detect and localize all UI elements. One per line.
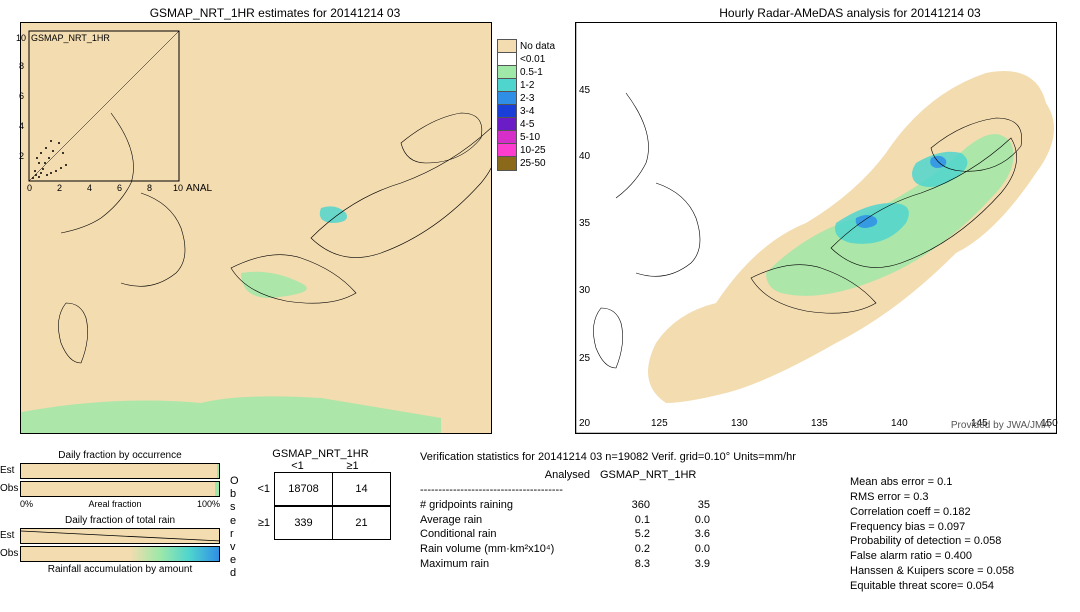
it2: 4 (87, 183, 92, 193)
inset-label: GSMAP_NRT_1HR (31, 33, 110, 43)
ity2: 4 (19, 121, 24, 131)
verif-header: Verification statistics for 20141214 03 … (420, 450, 796, 465)
it3: 6 (117, 183, 122, 193)
obs-occ-bar (20, 481, 220, 497)
ity3: 6 (19, 91, 24, 101)
ry5: 45 (579, 85, 590, 96)
left-map-panel: GSMAP_NRT_1HR ANAL 0 2 4 6 8 10 2 4 6 8 … (20, 22, 492, 434)
it1: 2 (57, 183, 62, 193)
ct-01: 14 (333, 473, 391, 506)
ity5: 10 (16, 33, 26, 43)
it5: 10 (173, 183, 183, 193)
contingency-table: GSMAP_NRT_1HR <1 ≥1 <1 18708 14 ≥1 339 2… (250, 448, 391, 540)
vh-est: GSMAP_NRT_1HR (600, 468, 720, 483)
ry2: 30 (579, 285, 590, 296)
ct-row-ge: ≥1 (250, 517, 274, 529)
est-occ-bar (20, 463, 220, 479)
ct-title: GSMAP_NRT_1HR (250, 448, 391, 460)
right-map-panel: 125 130 135 140 145 150 20 25 30 35 40 4… (575, 22, 1057, 434)
est-label-1: Est (0, 465, 14, 476)
acc-title: Rainfall accumulation by amount (20, 564, 220, 575)
observed-label: Observed (230, 475, 239, 581)
verif-table: Analysed GSMAP_NRT_1HR -----------------… (420, 468, 720, 572)
right-map-svg (576, 23, 1056, 433)
total-title: Daily fraction of total rain (20, 515, 220, 526)
color-legend: No data<0.010.5-11-22-33-44-55-1010-2525… (497, 40, 555, 170)
rx4: 140 (891, 418, 908, 429)
obs-total-bar (20, 546, 220, 562)
vh-an: Analysed (420, 468, 600, 483)
left-map-title: GSMAP_NRT_1HR estimates for 20141214 03 (100, 6, 450, 20)
it0: 0 (27, 183, 32, 193)
ity1: 2 (19, 151, 24, 161)
ry4: 40 (579, 151, 590, 162)
dashes: --------------------------------------- (420, 483, 720, 498)
ity4: 8 (19, 61, 24, 71)
verif-metrics: Mean abs error = 0.1RMS error = 0.3Corre… (850, 475, 1014, 594)
obs-label-1: Obs (0, 483, 18, 494)
rx2: 130 (731, 418, 748, 429)
provided-label: Provided by JWA/JMA (951, 420, 1050, 431)
rx3: 135 (811, 418, 828, 429)
ct-col-ge: ≥1 (325, 460, 380, 472)
ct-00: 18708 (275, 473, 333, 506)
est-label-2: Est (0, 530, 14, 541)
rx1: 125 (651, 418, 668, 429)
inset-anal: ANAL (186, 183, 212, 194)
ct-col-lt: <1 (270, 460, 325, 472)
obs-label-2: Obs (0, 548, 18, 559)
left-map-svg (21, 23, 491, 433)
fractions-block: Daily fraction by occurrence Est Obs 0% … (20, 450, 220, 575)
ry0: 20 (579, 418, 590, 429)
ct-11: 21 (333, 507, 391, 540)
ry1: 25 (579, 353, 590, 364)
ct-10: 339 (275, 507, 333, 540)
axis-0: 0% (20, 499, 33, 509)
it4: 8 (147, 183, 152, 193)
ct-row-lt: <1 (250, 483, 274, 495)
right-map-title: Hourly Radar-AMeDAS analysis for 2014121… (660, 6, 1040, 20)
occ-title: Daily fraction by occurrence (20, 450, 220, 461)
ry3: 35 (579, 218, 590, 229)
axis-100: 100% (197, 499, 220, 509)
axis-mid: Areal fraction (88, 499, 141, 509)
est-total-bar (20, 528, 220, 544)
